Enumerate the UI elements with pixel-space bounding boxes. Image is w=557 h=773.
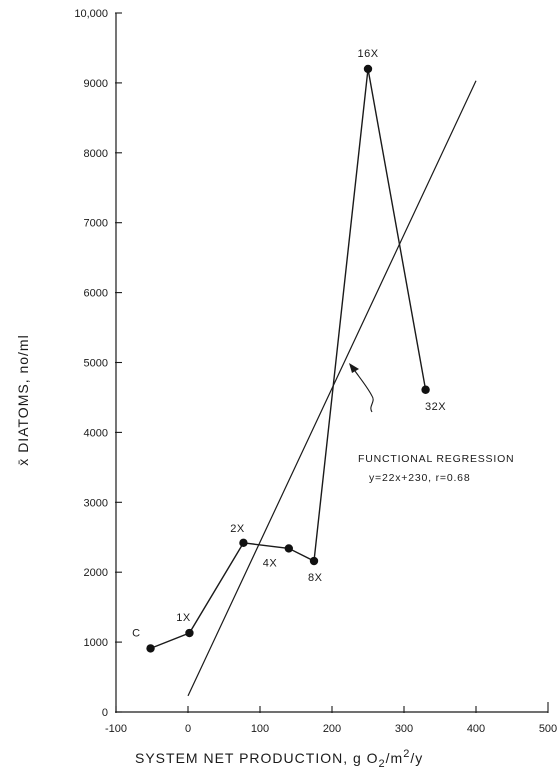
x-axis-title-mid: /m <box>386 750 404 766</box>
data-point <box>284 544 293 553</box>
x-axis-title-main: SYSTEM NET PRODUCTION, g O <box>135 750 379 766</box>
y-tick-label: 9000 <box>84 78 108 90</box>
x-tick-label: -100 <box>105 723 127 735</box>
annotation-line1: FUNCTIONAL REGRESSION <box>358 453 514 465</box>
plot-layer: C 1X 2X 4X 8X 16X 32X <box>132 48 477 697</box>
x-axis-title: SYSTEM NET PRODUCTION, g O2/m2/y <box>135 748 423 770</box>
x-tick-label: 0 <box>185 723 191 735</box>
data-point-label: C <box>132 627 140 639</box>
data-point <box>309 556 319 566</box>
data-point <box>146 644 155 653</box>
y-tick-label: 1000 <box>84 637 108 649</box>
y-tick-label: 0 <box>102 707 108 719</box>
y-tick-label: 2000 <box>84 567 108 579</box>
y-tick-label: 5000 <box>84 358 108 370</box>
annotation-arrowhead <box>349 363 359 373</box>
data-point <box>421 385 430 394</box>
y-tick-label: 8000 <box>84 148 108 160</box>
data-path-line <box>150 68 427 650</box>
y-tick-label: 3000 <box>84 497 108 509</box>
data-point-label: 16X <box>357 48 378 60</box>
x-axis-title-sub: 2 <box>379 758 386 770</box>
x-axis-title-sup: 2 <box>403 748 410 760</box>
x-tick-label: 500 <box>539 723 557 735</box>
data-point-label: 8X <box>308 572 323 584</box>
y-tick-label: 10,000 <box>74 8 108 20</box>
data-point-label: 4X <box>263 557 278 569</box>
data-point-label: 32X <box>425 401 446 413</box>
y-tick-label: 7000 <box>84 218 108 230</box>
regression-line <box>187 80 477 697</box>
x-tick-label: 100 <box>251 723 269 735</box>
data-point <box>239 538 248 548</box>
y-tick-label: 4000 <box>84 427 108 439</box>
annotation-arrow <box>354 370 374 413</box>
data-point <box>185 628 194 638</box>
data-point-label: 2X <box>230 523 245 535</box>
data-point <box>363 64 373 74</box>
y-axis: 0 1000 2000 3000 4000 5000 6000 7000 8000 9000 10,… <box>74 8 122 719</box>
x-axis: -100 0 100 200 300 400 500 <box>105 702 557 735</box>
y-axis-title: x̄ DIATOMS, no/ml <box>15 334 31 465</box>
annotation-line2: y=22x+230, r=0.68 <box>369 472 470 484</box>
x-tick-label: 400 <box>467 723 485 735</box>
y-tick-label: 6000 <box>84 288 108 300</box>
x-tick-label: 200 <box>323 723 341 735</box>
x-tick-label: 300 <box>395 723 413 735</box>
data-point-label: 1X <box>176 612 191 624</box>
x-axis-title-tail: /y <box>410 750 423 766</box>
